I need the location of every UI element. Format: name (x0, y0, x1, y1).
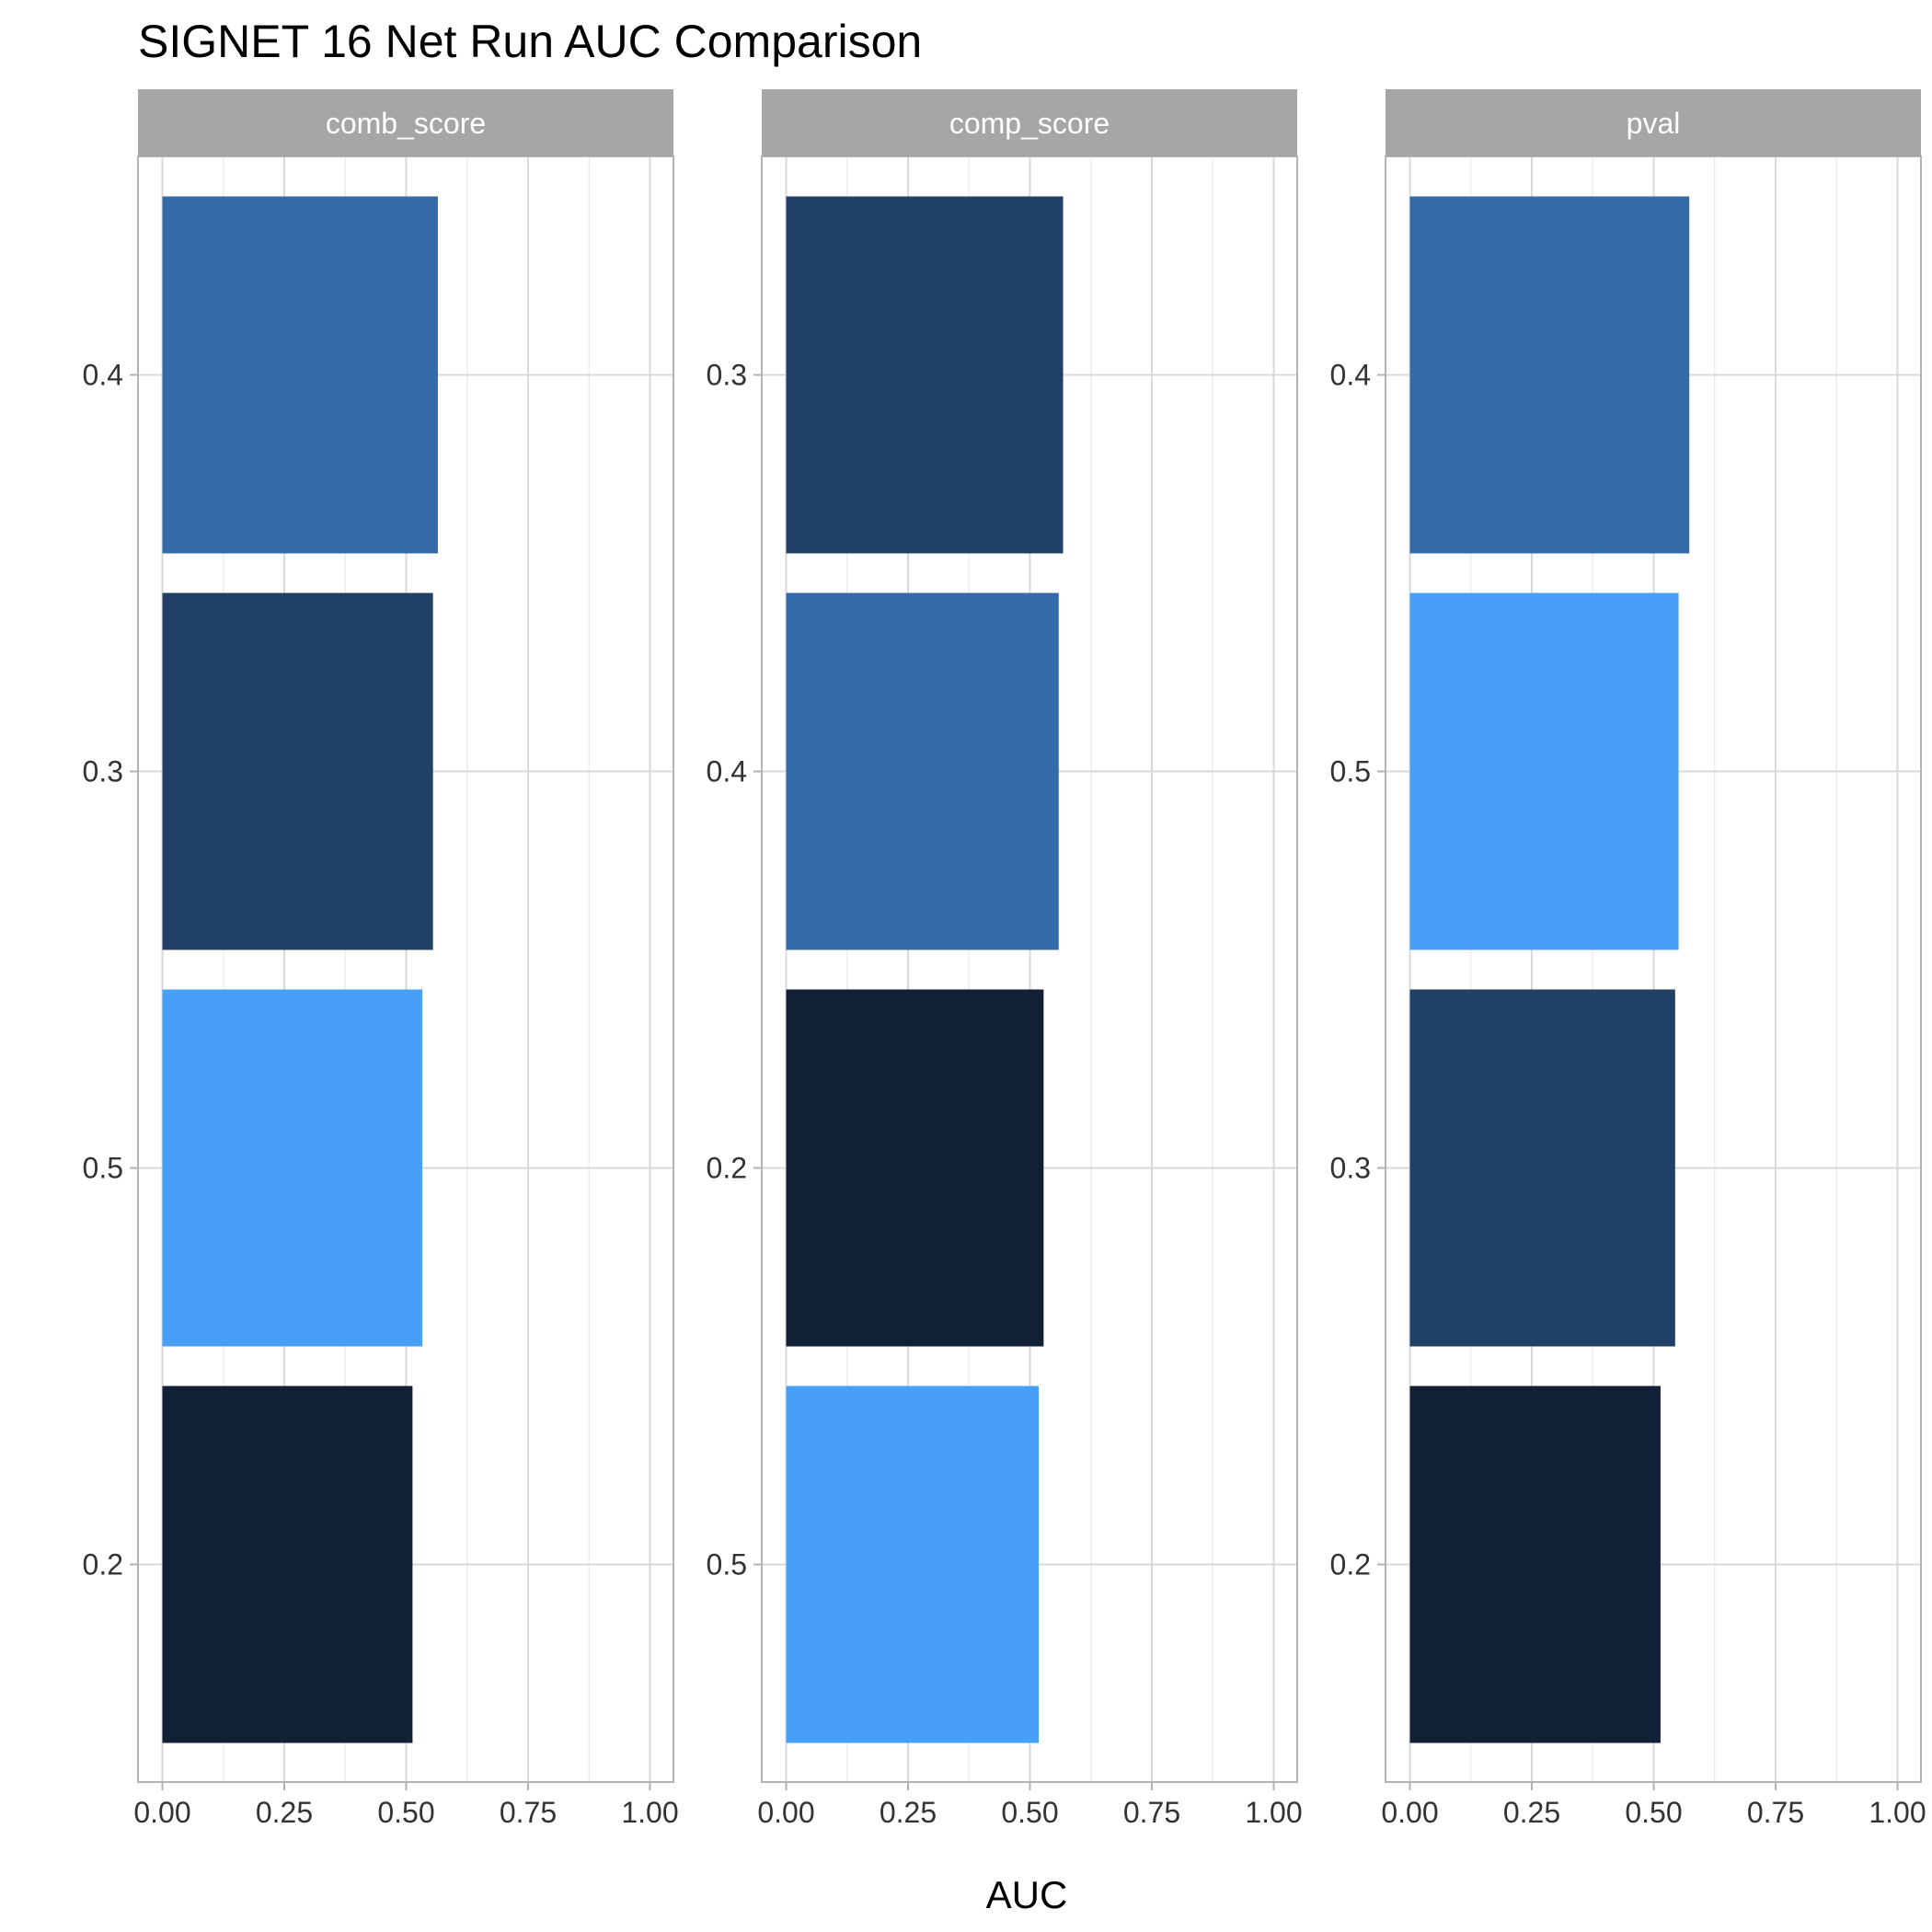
facet-strip-label: pval (1627, 107, 1681, 140)
bar (162, 1386, 413, 1743)
x-tick-label: 0.00 (1381, 1796, 1438, 1829)
bar (786, 592, 1059, 950)
y-tick-label: 0.5 (707, 1548, 747, 1581)
y-tick-label: 0.3 (83, 755, 123, 788)
x-tick-label: 0.25 (880, 1796, 937, 1829)
bar (786, 196, 1064, 554)
bar (1409, 592, 1679, 950)
y-tick-label: 0.3 (1330, 1152, 1371, 1185)
y-tick-label: 0.4 (1330, 359, 1371, 392)
y-tick-label: 0.2 (707, 1152, 747, 1185)
bar (162, 592, 433, 950)
x-tick-label: 0.00 (757, 1796, 814, 1829)
y-tick-label: 0.2 (83, 1548, 123, 1581)
x-tick-label: 0.75 (1747, 1796, 1804, 1829)
facet-strip-label: comb_score (326, 107, 486, 140)
bar (786, 1386, 1040, 1743)
chart-title: SIGNET 16 Net Run AUC Comparison (138, 16, 922, 67)
facet-strip (1386, 89, 1921, 156)
bar (1409, 989, 1675, 1347)
y-tick-label: 0.3 (707, 359, 747, 392)
bar (786, 989, 1044, 1347)
bar (1409, 196, 1690, 554)
x-tick-label: 0.75 (1123, 1796, 1180, 1829)
x-tick-label: 0.00 (133, 1796, 190, 1829)
x-axis-title: AUC (986, 1873, 1068, 1916)
x-tick-label: 0.50 (377, 1796, 434, 1829)
x-tick-label: 0.25 (1503, 1796, 1560, 1829)
y-tick-label: 0.4 (83, 359, 123, 392)
y-tick-label: 0.5 (83, 1152, 123, 1185)
y-tick-label: 0.4 (707, 755, 747, 788)
bar (1409, 1386, 1661, 1743)
y-tick-label: 0.2 (1330, 1548, 1371, 1581)
bar (162, 196, 438, 554)
x-tick-label: 0.50 (1625, 1796, 1682, 1829)
bar (162, 989, 422, 1347)
x-tick-label: 1.00 (1245, 1796, 1302, 1829)
facet-strip (138, 89, 673, 156)
x-tick-label: 0.25 (256, 1796, 313, 1829)
x-tick-label: 1.00 (621, 1796, 678, 1829)
x-tick-label: 0.75 (500, 1796, 557, 1829)
x-tick-label: 0.50 (1001, 1796, 1058, 1829)
x-tick-label: 1.00 (1869, 1796, 1926, 1829)
y-tick-label: 0.5 (1330, 755, 1371, 788)
facet-strip-label: comp_score (949, 107, 1110, 140)
facet-strip (762, 89, 1297, 156)
